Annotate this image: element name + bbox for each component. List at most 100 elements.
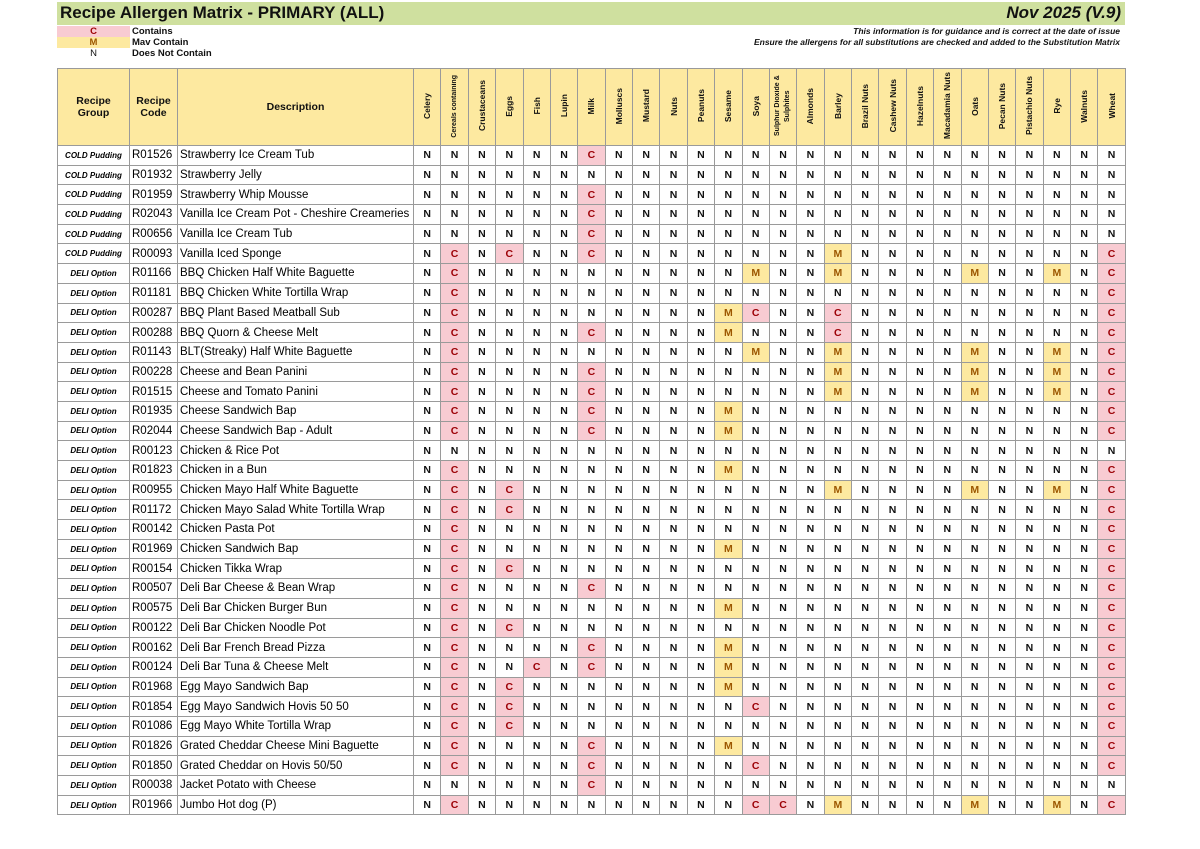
- header-label: Fish: [531, 97, 542, 115]
- allergen-cell: N: [522, 400, 551, 422]
- recipe-code-cell: R00038: [129, 775, 178, 796]
- allergen-cell: N: [412, 715, 442, 737]
- allergen-cell: N: [549, 499, 579, 521]
- description-cell: Chicken Tikka Wrap: [177, 558, 414, 580]
- allergen-cell: N: [878, 400, 907, 422]
- allergen-cell: N: [467, 341, 497, 363]
- header-label: Sesame: [723, 89, 734, 123]
- column-header-allergen: Lupin: [549, 68, 579, 146]
- allergen-cell: N: [604, 499, 634, 521]
- allergen-cell: N: [741, 538, 770, 560]
- allergen-cell: N: [659, 440, 688, 461]
- allergen-cell: C: [577, 322, 606, 343]
- allergen-cell: N: [905, 499, 935, 521]
- allergen-cell: N: [412, 479, 442, 501]
- allergen-cell: N: [577, 440, 606, 461]
- column-header-allergen: Sesame: [714, 68, 743, 146]
- allergen-cell: N: [686, 794, 716, 816]
- allergen-cell: N: [1015, 735, 1044, 757]
- allergen-cell: N: [659, 479, 688, 501]
- allergen-cell: N: [686, 735, 716, 757]
- allergen-cell: N: [1015, 479, 1044, 501]
- allergen-cell: N: [659, 578, 688, 599]
- allergen-cell: C: [1097, 735, 1126, 757]
- table-row: DELI Option R01854 Egg Mayo Sandwich Hovis…: [57, 696, 1126, 717]
- allergen-cell: N: [631, 715, 661, 737]
- allergen-matrix-table: Recipe Group Recipe Code Description Cel…: [57, 68, 1126, 816]
- allergen-cell: M: [823, 243, 853, 265]
- allergen-cell: N: [1015, 243, 1044, 265]
- allergen-cell: N: [768, 381, 798, 402]
- allergen-cell: C: [577, 184, 606, 206]
- allergen-cell: M: [1042, 794, 1072, 816]
- allergen-cell: N: [987, 558, 1017, 580]
- allergen-cell: C: [495, 715, 524, 737]
- allergen-cell: C: [440, 243, 469, 265]
- allergen-cell: N: [522, 558, 551, 580]
- allergen-cell: N: [577, 460, 606, 481]
- allergen-cell: N: [1015, 440, 1044, 461]
- allergen-cell: M: [960, 263, 989, 284]
- allergen-cell: N: [604, 794, 634, 816]
- allergen-cell: N: [686, 715, 716, 737]
- allergen-cell: N: [1069, 597, 1099, 619]
- allergen-cell: N: [1015, 696, 1044, 717]
- allergen-cell: N: [495, 381, 524, 402]
- allergen-cell: N: [714, 223, 743, 245]
- column-header-allergen: Molluscs: [604, 68, 634, 146]
- allergen-cell: N: [796, 479, 825, 501]
- allergen-cell: N: [604, 440, 634, 461]
- allergen-cell: N: [960, 164, 989, 186]
- allergen-cell: N: [412, 676, 442, 698]
- allergen-cell: N: [850, 282, 880, 304]
- allergen-cell: N: [577, 302, 606, 324]
- allergen-cell: N: [987, 204, 1017, 225]
- recipe-code-cell: R01181: [129, 282, 178, 304]
- legend-label: Contains: [132, 26, 173, 37]
- allergen-cell: N: [1015, 715, 1044, 737]
- allergen-cell: N: [1069, 223, 1099, 245]
- allergen-cell: N: [933, 145, 962, 166]
- recipe-code-cell: R00142: [129, 519, 178, 540]
- allergen-cell: N: [1015, 538, 1044, 560]
- allergen-cell: N: [1042, 656, 1072, 678]
- allergen-cell: N: [1069, 204, 1099, 225]
- allergen-cell: N: [1042, 617, 1072, 639]
- allergen-cell: N: [987, 676, 1017, 698]
- allergen-cell: N: [987, 322, 1017, 343]
- allergen-cell: N: [714, 204, 743, 225]
- allergen-cell: N: [577, 499, 606, 521]
- allergen-cell: N: [631, 341, 661, 363]
- allergen-cell: N: [604, 420, 634, 442]
- disclaimer-line: Ensure the allergens for all substitutio…: [753, 37, 1120, 47]
- allergen-cell: N: [768, 676, 798, 698]
- allergen-cell: N: [522, 775, 551, 796]
- header-label: Macadamia Nuts: [942, 72, 953, 140]
- allergen-cell: N: [631, 204, 661, 225]
- allergen-cell: N: [714, 715, 743, 737]
- allergen-cell: N: [1097, 204, 1126, 225]
- allergen-cell: N: [522, 361, 551, 383]
- allergen-cell: N: [905, 715, 935, 737]
- allergen-cell: N: [878, 420, 907, 442]
- allergen-cell: N: [823, 775, 853, 796]
- allergen-cell: N: [467, 204, 497, 225]
- legend-label: Does Not Contain: [132, 48, 212, 59]
- allergen-cell: N: [1015, 676, 1044, 698]
- allergen-cell: N: [659, 282, 688, 304]
- allergen-cell: N: [1015, 302, 1044, 324]
- column-header-allergen: Nuts: [659, 68, 688, 146]
- allergen-cell: N: [549, 341, 579, 363]
- allergen-cell: N: [878, 381, 907, 402]
- allergen-cell: C: [495, 243, 524, 265]
- allergen-cell: N: [714, 243, 743, 265]
- allergen-cell: N: [522, 243, 551, 265]
- allergen-cell: N: [823, 145, 853, 166]
- allergen-cell: N: [1069, 696, 1099, 717]
- allergen-cell: N: [960, 184, 989, 206]
- column-header-allergen: Milk: [577, 68, 606, 146]
- allergen-cell: N: [495, 420, 524, 442]
- allergen-cell: N: [796, 322, 825, 343]
- allergen-cell: N: [714, 440, 743, 461]
- allergen-cell: N: [631, 499, 661, 521]
